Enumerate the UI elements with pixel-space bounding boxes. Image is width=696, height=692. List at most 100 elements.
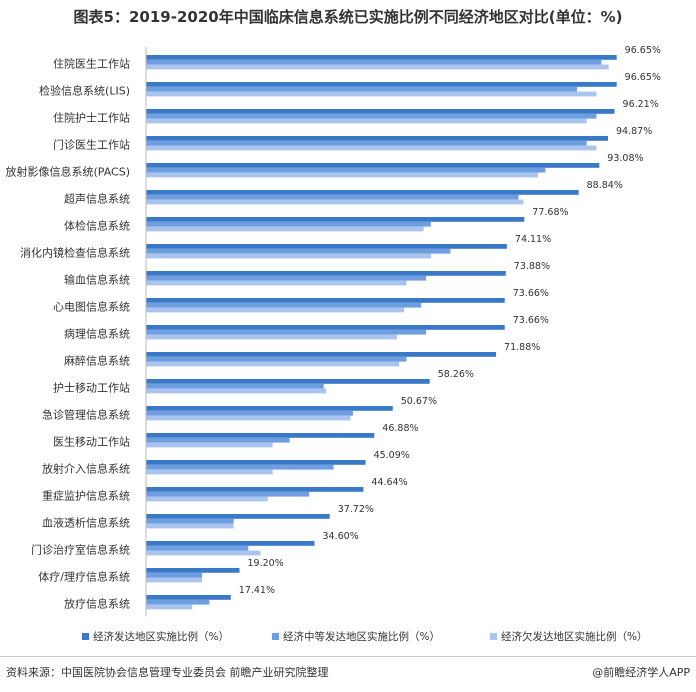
bar-series-3: [146, 388, 327, 394]
category-label: 住院医生工作站: [53, 57, 130, 71]
bar-series-3: [146, 307, 405, 313]
category-label: 放疗信息系统: [64, 597, 130, 611]
credit-note: @前瞻经济学人APP: [592, 666, 690, 679]
bar-series-1: [146, 163, 600, 168]
bar-series-2: [146, 599, 210, 605]
data-label: 94.87%: [616, 126, 652, 137]
data-label: 37.72%: [338, 504, 374, 515]
chart-title: 图表5：2019-2020年中国临床信息系统已实施比例不同经济地区对比(单位：%…: [73, 8, 623, 26]
bar-series-1: [146, 595, 231, 600]
bar-series-1: [146, 514, 330, 519]
data-label: 73.88%: [514, 261, 550, 272]
data-label: 45.09%: [374, 450, 410, 461]
category-label: 急诊管理信息系统: [42, 408, 130, 422]
bar-series-1: [146, 379, 430, 384]
bar-series-2: [146, 410, 353, 416]
bar-series-1: [146, 271, 506, 276]
legend-label: 经济中等发达地区实施比例（%）: [283, 630, 440, 643]
bar-series-1: [146, 433, 375, 438]
bar-series-1: [146, 82, 617, 87]
bar-series-3: [146, 550, 261, 556]
bar-series-2: [146, 518, 234, 524]
labels-layer: 住院医生工作站 96.65% 检验信息系统(LIS) 96.65% 住院护士工作站 96.…: [5, 45, 660, 611]
category-label: 超声信息系统: [64, 192, 130, 206]
data-label: 88.84%: [587, 180, 623, 191]
footer-divider: [0, 656, 696, 657]
category-label: 体检信息系统: [64, 219, 130, 233]
bar-series-2: [146, 383, 324, 389]
bar-series-1: [146, 55, 617, 60]
bar-series-2: [146, 140, 587, 146]
bar-series-2: [146, 572, 203, 578]
legend-swatch: [82, 633, 89, 640]
bar-series-1: [146, 568, 240, 573]
bar-series-3: [146, 280, 407, 286]
bar-series-2: [146, 86, 577, 92]
bar-series-2: [146, 59, 602, 65]
bar-series-1: [146, 352, 497, 357]
data-label: 93.08%: [607, 153, 643, 164]
bar-series-2: [146, 275, 427, 281]
bar-series-2: [146, 194, 519, 200]
data-label: 73.66%: [513, 288, 549, 299]
bar-series-3: [146, 469, 273, 475]
bar-series-3: [146, 577, 203, 583]
data-label: 58.26%: [438, 369, 474, 380]
category-label: 门诊治疗室信息系统: [31, 543, 130, 557]
category-label: 医生移动工作站: [53, 435, 130, 449]
bar-series-3: [146, 496, 268, 502]
bar-series-3: [146, 226, 424, 232]
bar-series-3: [146, 442, 273, 448]
data-label: 71.88%: [504, 342, 540, 353]
bar-series-2: [146, 248, 451, 254]
category-label: 检验信息系统(LIS): [39, 84, 130, 98]
data-label: 46.88%: [382, 423, 418, 434]
bar-series-1: [146, 406, 393, 411]
data-label: 96.65%: [625, 45, 661, 56]
legend-swatch: [490, 633, 497, 640]
bar-series-3: [146, 64, 609, 70]
data-label: 77.68%: [532, 207, 568, 218]
bar-series-3: [146, 253, 431, 259]
category-label: 输血信息系统: [64, 273, 130, 287]
bar-series-1: [146, 541, 315, 546]
bar-series-3: [146, 199, 524, 205]
data-label: 50.67%: [401, 396, 437, 407]
bar-series-1: [146, 460, 366, 465]
category-label: 放射介入信息系统: [42, 462, 130, 476]
bar-series-1: [146, 109, 615, 114]
data-label: 44.64%: [371, 477, 407, 488]
bar-series-3: [146, 334, 397, 340]
bar-series-3: [146, 523, 234, 529]
category-label: 血液透析信息系统: [42, 516, 130, 530]
bar-series-3: [146, 604, 193, 610]
bar-series-3: [146, 118, 587, 124]
bar-series-2: [146, 329, 427, 335]
bar-series-2: [146, 221, 431, 227]
bar-series-2: [146, 167, 546, 173]
bar-series-1: [146, 487, 364, 492]
category-label: 麻醉信息系统: [64, 354, 130, 368]
data-label: 73.66%: [513, 315, 549, 326]
source-note: 资料来源：中国医院协会信息管理专业委员会 前瞻产业研究院整理: [6, 666, 329, 679]
legend-swatch: [272, 633, 279, 640]
category-label: 病理信息系统: [64, 327, 130, 341]
category-label: 重症监护信息系统: [42, 489, 130, 503]
bar-series-2: [146, 437, 290, 443]
bar-series-2: [146, 302, 422, 308]
data-label: 17.41%: [239, 585, 275, 596]
bar-series-2: [146, 491, 310, 497]
bar-series-1: [146, 136, 609, 141]
category-label: 放射影像信息系统(PACS): [5, 165, 130, 179]
bar-series-1: [146, 244, 507, 249]
category-label: 护士移动工作站: [53, 381, 130, 395]
bar-series-3: [146, 361, 400, 367]
data-label: 34.60%: [323, 531, 359, 542]
bar-series-1: [146, 190, 579, 195]
bar-series-1: [146, 217, 525, 222]
data-label: 74.11%: [515, 234, 551, 245]
bar-series-2: [146, 464, 334, 470]
bar-series-3: [146, 145, 597, 151]
category-label: 门诊医生工作站: [53, 138, 130, 152]
